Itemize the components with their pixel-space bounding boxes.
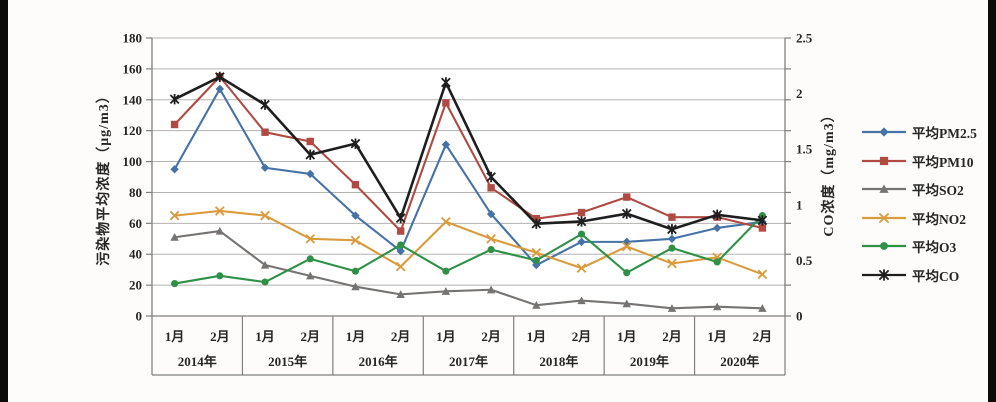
right-axis-title: CO浓度（mg/m3） (822, 107, 837, 237)
legend-marker-pm10 (862, 156, 906, 165)
left-tick-label: 80 (129, 185, 142, 200)
month-label: 2月 (753, 329, 773, 344)
month-label: 1月 (165, 329, 185, 344)
legend-marker-no2 (862, 212, 906, 223)
right-tick-label: 2.5 (796, 31, 813, 46)
left-tick-label: 0 (136, 309, 143, 324)
gridlines (152, 37, 785, 286)
month-label: 1月 (255, 329, 275, 344)
legend-item-pm2-5: 平均PM2.5 (860, 118, 996, 147)
pollution-trend-chart: 0 20 40 60 80 100 120 140 160 180 0 0.5 1 1.5 2 2.5 1月 2月… (8, 0, 988, 402)
series-line-o3 (173, 214, 764, 285)
legend-item-so2: 平均SO2 (860, 175, 996, 204)
left-tick-label: 160 (123, 61, 143, 76)
month-label: 2月 (210, 329, 230, 344)
series-line-pm2-5 (173, 87, 764, 267)
right-tick-label: 1 (796, 197, 803, 212)
month-label: 2月 (300, 329, 320, 344)
series-o3 (171, 212, 766, 288)
left-tick-label: 140 (123, 92, 143, 107)
year-label: 2017年 (449, 354, 488, 369)
month-label: 2月 (662, 329, 682, 344)
chart-legend: 平均PM2.5 平均PM10 平均SO2 平均NO2 平均O3 平均CO (860, 118, 996, 289)
axis-ticks (146, 37, 791, 317)
plot-area (152, 38, 785, 316)
chart-canvas: 0 20 40 60 80 100 120 140 160 180 0 0.5 1 1.5 2 2.5 1月 2月… (123, 31, 813, 376)
category-axis: 1月 2月 2014年 1月 2月 2015年 1月 2月 2016年 1月 2月 2017年 1月 2月… (151, 316, 786, 376)
screen-left-edge (0, 0, 8, 402)
left-tick-label: 180 (123, 31, 143, 46)
series-so2 (170, 226, 767, 312)
year-label: 2016年 (359, 354, 398, 369)
left-axis-title: 污染物平均浓度（μg/m3） (97, 88, 112, 266)
series-no2 (169, 206, 768, 280)
month-label: 1月 (617, 329, 637, 344)
legend-label-no2: 平均NO2 (912, 211, 966, 227)
month-label: 2月 (572, 329, 592, 344)
legend-item-no2: 平均NO2 (860, 204, 996, 233)
right-tick-label: 2 (796, 86, 803, 101)
year-label: 2020年 (720, 354, 759, 369)
series-markers-o3 (171, 212, 766, 288)
legend-marker-pm2-5 (862, 127, 906, 137)
series-markers-co (169, 71, 768, 235)
series-line-no2 (173, 209, 764, 276)
year-label: 2014年 (178, 354, 217, 369)
legend-label-pm2-5: 平均PM2.5 (912, 126, 977, 142)
left-tick-label: 120 (123, 123, 143, 138)
legend-marker-co (862, 269, 906, 281)
series-line-pm10 (173, 75, 764, 233)
month-label: 2月 (481, 329, 501, 344)
year-label: 2019年 (630, 354, 669, 369)
series-markers-no2 (169, 206, 768, 280)
legend-label-pm10: 平均PM10 (912, 154, 974, 170)
legend-label-so2: 平均SO2 (912, 183, 964, 199)
series-line-co (173, 75, 764, 231)
left-tick-label: 100 (123, 154, 143, 169)
left-axis-tick-labels: 0 20 40 60 80 100 120 140 160 180 (123, 31, 143, 324)
left-tick-label: 60 (129, 216, 142, 231)
month-label: 1月 (436, 329, 456, 344)
left-tick-label: 20 (129, 278, 142, 293)
year-label: 2015年 (268, 354, 307, 369)
legend-marker-o3 (862, 242, 906, 251)
legend-marker-so2 (862, 184, 906, 194)
axis-frame (151, 38, 786, 317)
legend-item-o3: 平均O3 (860, 232, 996, 261)
legend-label-o3: 平均O3 (912, 240, 957, 256)
left-tick-label: 40 (129, 247, 142, 262)
year-label: 2018年 (539, 354, 578, 369)
screen-right-edge (988, 0, 996, 402)
legend-item-pm10: 平均PM10 (860, 147, 996, 176)
month-label: 1月 (527, 329, 547, 344)
right-tick-label: 0 (796, 309, 803, 324)
right-tick-label: 0.5 (796, 253, 813, 268)
right-tick-label: 1.5 (796, 142, 813, 157)
series-markers-so2 (170, 226, 767, 312)
month-label: 2月 (391, 329, 411, 344)
legend-item-co: 平均CO (860, 261, 996, 290)
right-axis-tick-labels: 0 0.5 1 1.5 2 2.5 (796, 31, 813, 324)
series-co (169, 71, 768, 235)
month-label: 1月 (707, 329, 727, 344)
series-line-so2 (173, 230, 764, 310)
legend-label-co: 平均CO (912, 268, 960, 284)
month-label: 1月 (346, 329, 366, 344)
